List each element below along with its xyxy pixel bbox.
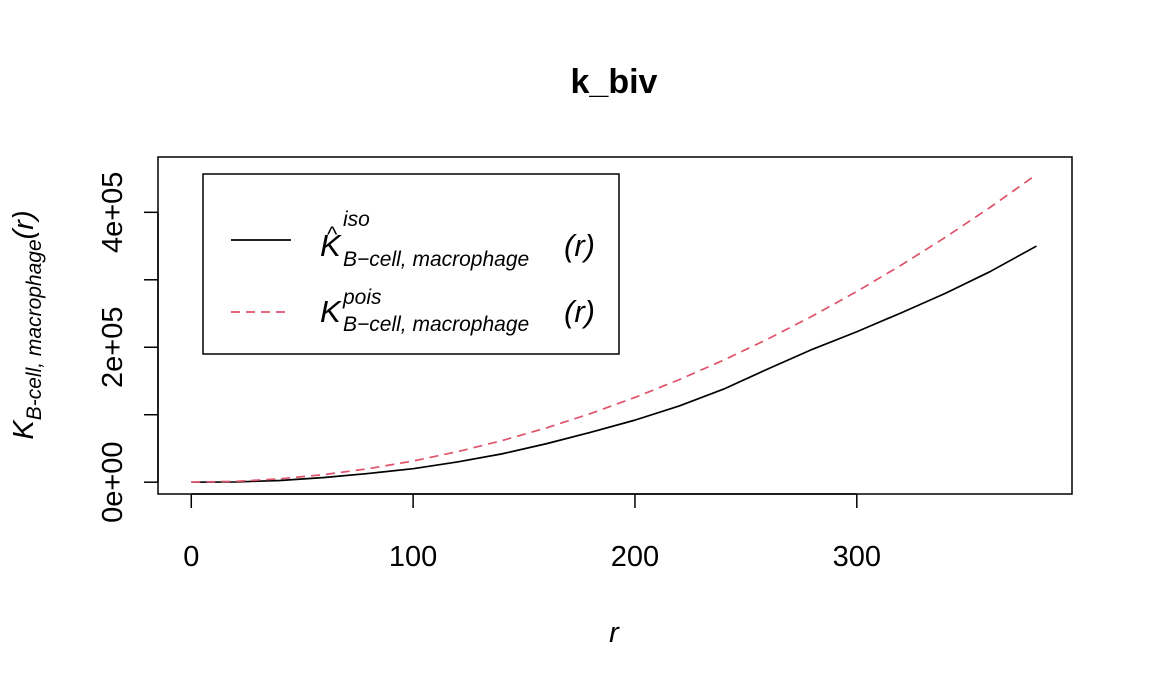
y-axis-label: KB-cell, macrophage(r) [8, 210, 46, 439]
legend-iso-sup: iso [343, 208, 370, 231]
x-tick-label: 300 [833, 541, 881, 573]
legend-pois-sup: pois [342, 286, 382, 309]
legend-box [202, 173, 620, 355]
legend-pois-main: K [320, 294, 342, 329]
chart-title: k_biv [571, 63, 658, 101]
y-tick-label: 2e+05 [97, 307, 129, 388]
legend-iso-arg: (r) [564, 228, 595, 263]
legend-iso-label: K ^ iso B−cell, macrophage (r) [320, 208, 595, 271]
legend: K ^ iso B−cell, macrophage (r) K pois B−… [202, 173, 620, 355]
y-tick-label: 4e+05 [97, 172, 129, 253]
y-label-sub: B-cell, macrophage [23, 239, 46, 420]
series-layer [191, 173, 1037, 484]
x-axis-label: r [609, 617, 620, 649]
y-tick-label: 0e+00 [97, 441, 129, 522]
y-axis: 0e+00 2e+05 4e+05 [97, 172, 159, 523]
x-axis: 0 100 200 300 [183, 493, 881, 573]
svg-text:KB-cell, macrophage(r): KB-cell, macrophage(r) [8, 210, 46, 439]
legend-pois-arg: (r) [564, 294, 595, 329]
legend-pois-sub: B−cell, macrophage [343, 313, 529, 336]
x-tick-label: 100 [389, 541, 437, 573]
legend-iso-hat: ^ [327, 222, 338, 247]
y-label-arg: (r) [8, 210, 40, 239]
series-pois-line [191, 173, 1037, 484]
legend-pois-label: K pois B−cell, macrophage (r) [320, 286, 595, 336]
legend-iso-main: K [320, 228, 342, 263]
x-tick-label: 0 [183, 541, 199, 573]
y-label-main: K [8, 419, 40, 440]
x-tick-label: 200 [611, 541, 659, 573]
series-iso-line [191, 245, 1037, 484]
legend-iso-sub: B−cell, macrophage [343, 248, 529, 271]
